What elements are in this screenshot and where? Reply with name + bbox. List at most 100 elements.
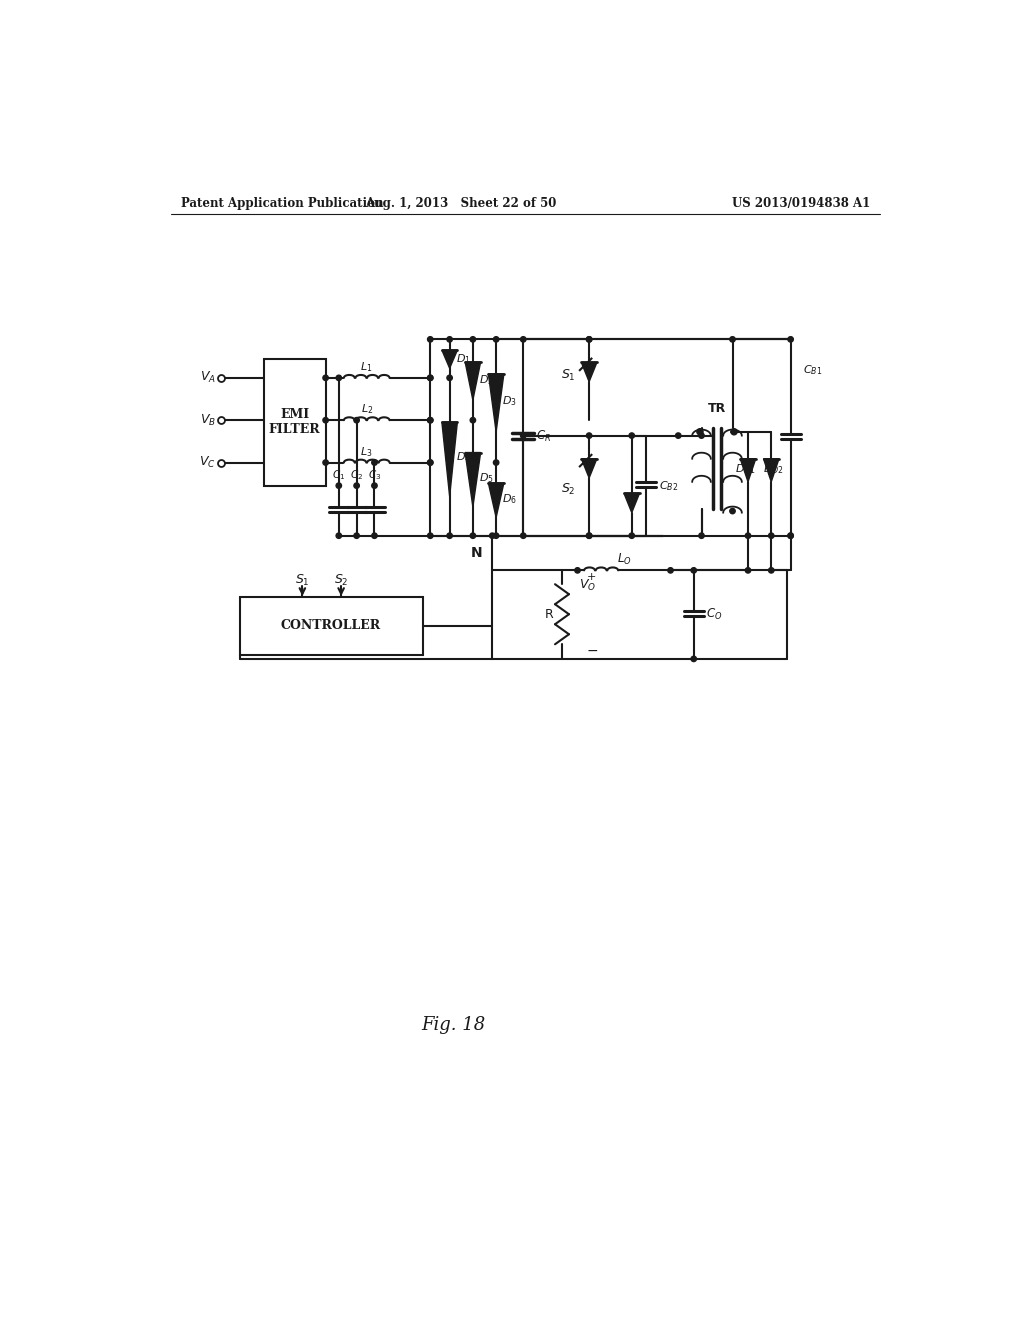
Circle shape [745, 568, 751, 573]
Circle shape [446, 337, 453, 342]
Circle shape [629, 533, 635, 539]
Text: $D_4$: $D_4$ [456, 450, 471, 463]
Polygon shape [582, 459, 597, 478]
Text: $D_{O1}$: $D_{O1}$ [735, 462, 756, 475]
Text: $D_5$: $D_5$ [479, 471, 494, 484]
Circle shape [698, 533, 705, 539]
Circle shape [428, 337, 433, 342]
Circle shape [446, 533, 453, 539]
Circle shape [520, 533, 526, 539]
Circle shape [372, 533, 377, 539]
Text: $V_C$: $V_C$ [199, 455, 216, 470]
Polygon shape [582, 363, 597, 381]
Circle shape [731, 429, 737, 434]
Text: $D_2$: $D_2$ [479, 372, 494, 387]
Text: $D_3$: $D_3$ [503, 395, 517, 408]
Circle shape [745, 533, 751, 539]
Circle shape [629, 433, 635, 438]
Bar [241, 598, 423, 655]
Circle shape [697, 429, 703, 434]
Text: $D_1$: $D_1$ [456, 351, 471, 366]
Text: $C_{B2}$: $C_{B2}$ [658, 479, 678, 492]
Text: N: N [471, 545, 482, 560]
Text: Aug. 1, 2013   Sheet 22 of 50: Aug. 1, 2013 Sheet 22 of 50 [366, 197, 557, 210]
Circle shape [372, 483, 377, 488]
Polygon shape [442, 422, 458, 496]
Circle shape [354, 533, 359, 539]
Circle shape [676, 433, 681, 438]
Circle shape [587, 337, 592, 342]
Text: R: R [545, 607, 554, 620]
Circle shape [323, 459, 329, 465]
Circle shape [769, 533, 774, 539]
Circle shape [787, 533, 794, 539]
Text: $V_B$: $V_B$ [200, 413, 216, 428]
Text: EMI: EMI [280, 408, 309, 421]
Circle shape [470, 417, 475, 422]
Circle shape [520, 337, 526, 342]
Polygon shape [624, 494, 640, 512]
Circle shape [730, 337, 735, 342]
Polygon shape [740, 459, 756, 482]
Polygon shape [764, 459, 779, 482]
Polygon shape [465, 362, 480, 400]
Text: $C_R$: $C_R$ [537, 429, 552, 444]
Text: $C_1$: $C_1$ [332, 469, 345, 482]
Circle shape [428, 375, 433, 380]
Text: Patent Application Publication: Patent Application Publication [180, 197, 383, 210]
Text: $C_2$: $C_2$ [350, 469, 364, 482]
Circle shape [494, 337, 499, 342]
Text: $D_6$: $D_6$ [503, 492, 517, 506]
Circle shape [698, 433, 705, 438]
Circle shape [730, 508, 735, 513]
Text: $S_2$: $S_2$ [560, 482, 575, 498]
Text: $L_2$: $L_2$ [360, 403, 373, 416]
Text: $S_1$: $S_1$ [560, 368, 575, 383]
Text: TR: TR [708, 403, 726, 416]
Bar [263, 359, 326, 486]
Circle shape [428, 459, 433, 465]
Circle shape [428, 417, 433, 422]
Text: +: + [587, 572, 596, 582]
Circle shape [446, 375, 453, 380]
Circle shape [769, 568, 774, 573]
Text: $C_3$: $C_3$ [368, 469, 381, 482]
Circle shape [587, 337, 592, 342]
Circle shape [787, 337, 794, 342]
Text: $L_3$: $L_3$ [360, 445, 373, 458]
Text: US 2013/0194838 A1: US 2013/0194838 A1 [732, 197, 870, 210]
Circle shape [494, 533, 499, 539]
Text: $V_A$: $V_A$ [200, 371, 216, 385]
Circle shape [691, 656, 696, 661]
Circle shape [574, 568, 581, 573]
Circle shape [336, 375, 342, 380]
Polygon shape [488, 483, 504, 517]
Circle shape [691, 568, 696, 573]
Text: $S_1$: $S_1$ [295, 573, 309, 587]
Polygon shape [465, 453, 480, 507]
Circle shape [787, 533, 794, 539]
Polygon shape [488, 374, 504, 432]
Circle shape [323, 375, 329, 380]
Circle shape [494, 459, 499, 465]
Circle shape [428, 533, 433, 539]
Circle shape [428, 417, 433, 422]
Circle shape [489, 533, 495, 539]
Circle shape [668, 568, 673, 573]
Text: $S_2$: $S_2$ [334, 573, 348, 587]
Circle shape [372, 459, 377, 465]
Text: $C_{B1}$: $C_{B1}$ [803, 363, 822, 378]
Text: CONTROLLER: CONTROLLER [281, 619, 381, 632]
Circle shape [520, 433, 526, 438]
Circle shape [428, 459, 433, 465]
Polygon shape [442, 350, 458, 368]
Text: −: − [587, 644, 598, 659]
Text: FILTER: FILTER [269, 422, 321, 436]
Circle shape [428, 375, 433, 380]
Text: $V_O$: $V_O$ [579, 578, 596, 593]
Circle shape [470, 533, 475, 539]
Circle shape [354, 483, 359, 488]
Text: Fig. 18: Fig. 18 [421, 1015, 485, 1034]
Circle shape [587, 533, 592, 539]
Circle shape [336, 483, 342, 488]
